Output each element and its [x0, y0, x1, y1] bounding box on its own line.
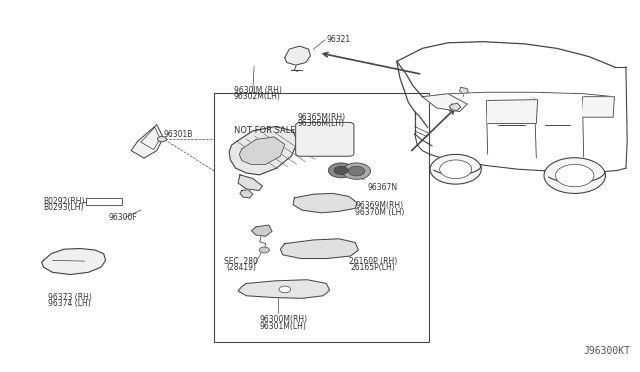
Polygon shape	[285, 46, 310, 65]
Polygon shape	[252, 225, 272, 236]
Text: 96301B: 96301B	[163, 130, 193, 139]
FancyBboxPatch shape	[296, 122, 354, 156]
Circle shape	[334, 166, 348, 174]
Text: B0292(RH): B0292(RH)	[44, 198, 85, 206]
Circle shape	[342, 163, 371, 179]
Bar	[214, 93, 429, 342]
Polygon shape	[239, 137, 285, 164]
Text: 96369M(RH): 96369M(RH)	[355, 201, 403, 210]
Polygon shape	[229, 126, 298, 175]
Text: 96370M (LH): 96370M (LH)	[355, 208, 404, 217]
Polygon shape	[238, 175, 262, 190]
Text: 96373 (RH): 96373 (RH)	[48, 293, 92, 302]
Text: 96374 (LH): 96374 (LH)	[48, 299, 91, 308]
Circle shape	[544, 158, 605, 193]
Text: J96300KT: J96300KT	[584, 346, 630, 356]
Text: 9630lM (RH): 9630lM (RH)	[234, 86, 282, 95]
Text: B0293(LH): B0293(LH)	[44, 203, 84, 212]
Polygon shape	[238, 280, 330, 298]
Text: 96366M(LH): 96366M(LH)	[298, 119, 344, 128]
Polygon shape	[582, 97, 614, 117]
Circle shape	[348, 166, 365, 176]
Polygon shape	[131, 125, 163, 158]
Polygon shape	[240, 190, 253, 198]
Circle shape	[556, 164, 594, 187]
Circle shape	[440, 160, 472, 179]
Text: 96365M(RH): 96365M(RH)	[298, 113, 346, 122]
Text: 26165P(LH): 26165P(LH)	[351, 263, 396, 272]
Polygon shape	[293, 193, 357, 213]
Text: 96301M(LH): 96301M(LH)	[259, 322, 306, 331]
Polygon shape	[488, 100, 538, 124]
Text: (28419): (28419)	[226, 263, 256, 272]
Text: 26160P (RH): 26160P (RH)	[349, 257, 397, 266]
Polygon shape	[422, 94, 467, 112]
Circle shape	[430, 154, 481, 184]
Text: SEC. 280: SEC. 280	[224, 257, 258, 266]
Text: 96302M(LH): 96302M(LH)	[234, 92, 280, 101]
Circle shape	[259, 247, 269, 253]
Polygon shape	[460, 87, 468, 94]
Polygon shape	[449, 103, 461, 110]
Text: 96321: 96321	[326, 35, 351, 44]
Text: NOT FOR SALE: NOT FOR SALE	[234, 126, 295, 135]
Circle shape	[157, 137, 166, 142]
Polygon shape	[280, 239, 358, 259]
Circle shape	[279, 286, 291, 293]
Circle shape	[328, 163, 354, 178]
Text: 96300F: 96300F	[109, 213, 138, 222]
Text: 96367N: 96367N	[368, 183, 398, 192]
Polygon shape	[42, 248, 106, 275]
Text: 96300M(RH): 96300M(RH)	[259, 315, 307, 324]
